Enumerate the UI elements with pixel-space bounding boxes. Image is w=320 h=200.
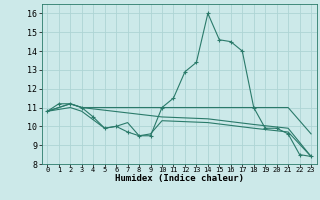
X-axis label: Humidex (Indice chaleur): Humidex (Indice chaleur) xyxy=(115,174,244,183)
